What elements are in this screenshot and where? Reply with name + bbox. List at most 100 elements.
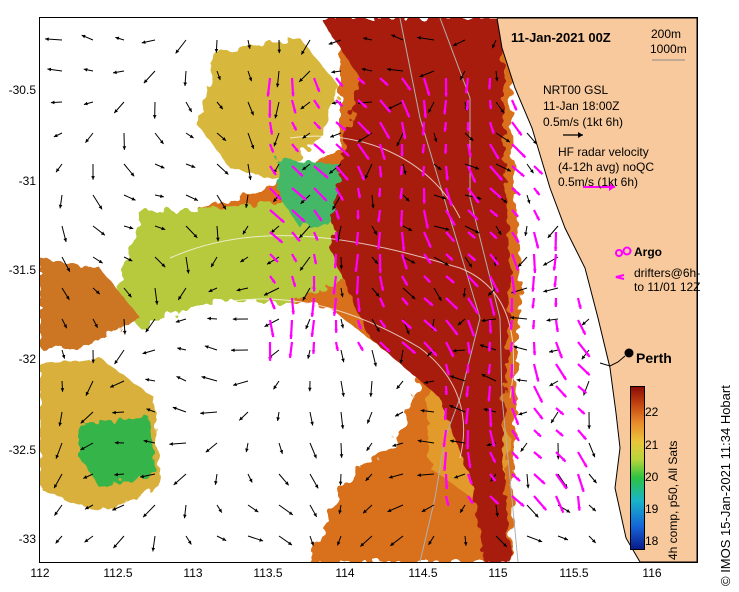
hf-radar-arrow-head: [426, 278, 431, 283]
hf-radar-arrow-head: [385, 134, 390, 139]
gsl-arrow-head: [159, 194, 164, 198]
gsl-arrow-head: [452, 348, 457, 353]
gsl-arrow-head: [450, 439, 454, 443]
gsl-arrow-head: [259, 538, 264, 542]
hf-radar-arrow-head: [426, 91, 431, 96]
gsl-arrow-head: [374, 260, 378, 264]
gsl-arrow-head: [592, 507, 596, 512]
hf-radar-arrow-head: [288, 354, 293, 358]
hf-radar-arrow-head: [332, 290, 336, 295]
hf-radar-arrow-head: [445, 176, 449, 181]
gsl-arrow-head: [513, 345, 518, 350]
gsl-arrow-head: [233, 382, 237, 387]
gsl-arrow-head: [65, 295, 70, 300]
gsl-arrow-head: [279, 449, 284, 454]
hf-radar-arrow-head: [433, 352, 437, 356]
gsl-arrow-head: [495, 512, 499, 517]
hf-radar-arrow-head: [509, 308, 514, 313]
gsl-arrow-head: [245, 448, 249, 453]
hf-radar-arrow-head: [332, 311, 337, 316]
gsl-arrow-head: [483, 408, 488, 412]
gsl-arrow-head: [56, 168, 60, 173]
gsl-arrow-head: [396, 142, 401, 147]
hf-radar-arrow-head: [553, 283, 557, 288]
hf-radar-arrow-head: [468, 464, 472, 469]
hf-radar-arrow-head: [293, 126, 297, 131]
gsl-arrow-head: [143, 79, 148, 84]
gsl-arrow-head: [328, 41, 333, 45]
gsl-arrow-head: [307, 354, 311, 359]
hf-radar-arrow-head: [467, 350, 472, 355]
hf-radar-arrow-head: [443, 127, 448, 132]
gsl-legend-time: 11-Jan 18:00Z: [543, 99, 620, 113]
hf-radar-arrow-head: [271, 305, 276, 310]
hf-radar-arrow-head: [487, 85, 492, 90]
gsl-arrow-head: [376, 327, 380, 332]
hf-radar-arrow-head: [272, 171, 276, 176]
colorbar-tick-label: 21: [645, 438, 659, 452]
x-tick-label: 114.5: [408, 566, 438, 580]
gsl-arrow-head: [538, 538, 543, 543]
gsl-arrow-head: [145, 328, 150, 333]
gsl-arrow-head: [463, 542, 468, 546]
gsl-arrow-head: [444, 262, 449, 266]
hf-radar-arrow-head: [515, 266, 519, 271]
gsl-arrow-head: [287, 541, 292, 546]
gsl-arrow-head: [214, 481, 218, 485]
gsl-arrow-head: [526, 484, 530, 489]
hf-radar-arrow-head: [494, 500, 499, 504]
hf-radar-arrow-head: [488, 105, 493, 109]
gsl-arrow-head: [399, 359, 404, 364]
gsl-arrow-head: [445, 227, 450, 231]
y-tick-label: -32.5: [8, 443, 36, 457]
hf-radar-arrow-head: [559, 354, 563, 359]
hf-radar-arrow-head: [376, 245, 381, 250]
gsl-arrow-head: [411, 260, 416, 264]
drifter-legend-line1: drifters@6h-: [634, 266, 701, 280]
gsl-arrow-head: [524, 232, 528, 236]
gsl-arrow-head: [340, 324, 345, 329]
gsl-arrow-head: [479, 344, 484, 348]
gsl-arrow-head: [240, 258, 245, 263]
hf-radar-arrow-head: [491, 477, 496, 482]
hf-radar-arrow-head: [421, 131, 426, 136]
hf-radar-arrow-head: [555, 328, 560, 332]
gsl-arrow-head: [551, 419, 555, 424]
hf-radar-arrow-head: [578, 304, 582, 309]
hf-radar-arrow-head: [466, 127, 470, 132]
hf-radar-arrow-head: [382, 155, 386, 160]
hf-radar-arrow-head: [400, 152, 404, 157]
gsl-arrow-head: [363, 37, 368, 41]
hf-radar-arrow-head: [377, 193, 382, 198]
gsl-arrow-head: [300, 105, 305, 110]
gsl-arrow-head: [250, 144, 255, 149]
hf-radar-arrow-head: [471, 332, 475, 337]
hf-radar-arrow-head: [465, 106, 470, 111]
hf-radar-arrow-head: [448, 256, 453, 261]
gsl-legend-title: NRT00 GSL: [543, 83, 609, 97]
hf-radar-arrow-head: [474, 283, 479, 287]
gsl-arrow-head: [239, 416, 244, 421]
gsl-arrow-head: [424, 380, 428, 385]
hf-radar-arrow-head: [531, 325, 536, 330]
gsl-arrow-head: [130, 172, 135, 177]
gsl-arrow-head: [340, 425, 345, 429]
hf-radar-arrow-head: [399, 222, 404, 227]
gsl-arrow-head: [248, 77, 253, 82]
gsl-arrow-head: [61, 354, 66, 359]
gsl-arrow-head: [373, 230, 377, 235]
gsl-arrow-head: [129, 225, 134, 230]
hf-radar-arrow-head: [514, 212, 519, 217]
hf-radar-arrow-head: [444, 391, 449, 396]
hf-radar-arrow-head: [469, 499, 473, 504]
gsl-arrow-head: [63, 238, 67, 242]
hf-radar-arrow-head: [451, 221, 455, 226]
gsl-arrow-head: [110, 384, 115, 388]
gsl-arrow-head: [313, 454, 317, 459]
hf-radar-arrow-head: [266, 92, 271, 97]
gsl-arrow-head: [91, 176, 95, 180]
hf-radar-arrow-head: [427, 243, 432, 248]
gsl-arrow-head: [58, 422, 62, 427]
hf-radar-arrow-head: [344, 176, 349, 181]
hf-radar-arrow-head: [411, 349, 416, 354]
